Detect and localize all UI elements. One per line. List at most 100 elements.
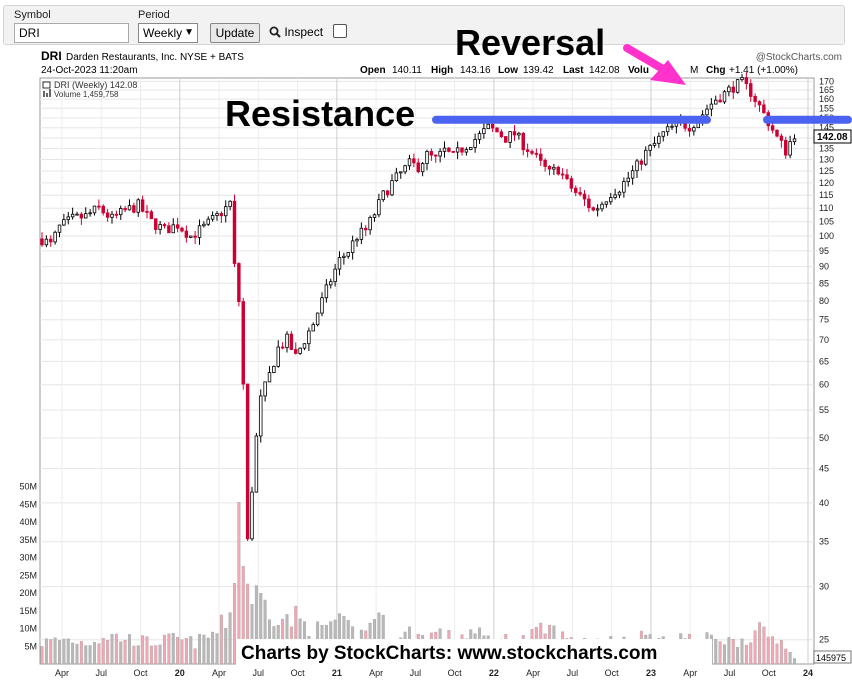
candle bbox=[648, 144, 652, 151]
reversal-annotation: Reversal bbox=[455, 22, 605, 63]
price-tick-label: 45 bbox=[819, 464, 829, 474]
candle bbox=[40, 238, 44, 246]
candle bbox=[272, 365, 276, 373]
candle bbox=[263, 381, 267, 397]
high-value: 143.16 bbox=[460, 65, 491, 76]
price-tick-label: 155 bbox=[819, 103, 834, 113]
date-tick-label: Oct bbox=[605, 668, 620, 678]
magnifier-icon bbox=[269, 26, 281, 38]
candle bbox=[473, 138, 477, 148]
volume-bar bbox=[123, 639, 127, 665]
date-tick-label: Apr bbox=[526, 668, 540, 678]
date-tick-label: Apr bbox=[55, 668, 69, 678]
date-tick-label: Apr bbox=[683, 668, 697, 678]
volume-bar bbox=[110, 633, 114, 665]
candle bbox=[276, 346, 280, 367]
volume-tick-label: 40M bbox=[19, 517, 37, 527]
volume-bar bbox=[49, 639, 53, 665]
candle bbox=[267, 372, 272, 383]
candle bbox=[145, 210, 149, 213]
candle bbox=[355, 238, 359, 242]
volume-bar bbox=[762, 626, 766, 665]
candle bbox=[237, 263, 241, 302]
candle bbox=[167, 225, 171, 234]
volume-bar bbox=[189, 636, 193, 665]
candle bbox=[609, 197, 613, 203]
chevron-down-icon: ▼ bbox=[184, 27, 194, 38]
candle bbox=[364, 227, 368, 231]
period-select[interactable]: Weekly ▼ bbox=[138, 23, 198, 43]
candle bbox=[552, 166, 556, 170]
low-value: 139.42 bbox=[523, 65, 554, 76]
volume-bar bbox=[215, 633, 219, 665]
volume-bar bbox=[198, 634, 201, 665]
chg-value: +1.41 (+1.00%) bbox=[729, 65, 798, 76]
volume-bar bbox=[171, 633, 175, 665]
inspect-checkbox[interactable] bbox=[333, 24, 347, 38]
update-button[interactable]: Update bbox=[210, 23, 260, 43]
date-tick-label: Oct bbox=[134, 668, 149, 678]
volume-bar bbox=[718, 641, 722, 665]
symbol-input[interactable]: DRI bbox=[14, 23, 129, 43]
price-tick-label: 40 bbox=[819, 498, 829, 508]
candle bbox=[569, 178, 574, 189]
candle bbox=[215, 213, 219, 216]
last-volume-tag-text: 145975 bbox=[816, 653, 846, 663]
candle bbox=[731, 86, 735, 93]
volume-bar bbox=[727, 637, 731, 665]
candle bbox=[259, 395, 263, 437]
symbol-label: Symbol bbox=[14, 9, 51, 21]
candle bbox=[735, 79, 740, 93]
candle bbox=[289, 333, 294, 350]
date-tick-label: 22 bbox=[489, 668, 499, 678]
last-volume-tag bbox=[813, 650, 852, 664]
volume-bar bbox=[71, 642, 75, 665]
candle bbox=[455, 147, 460, 153]
candle bbox=[477, 133, 482, 140]
volume-bar bbox=[180, 639, 184, 665]
reversal-arrow bbox=[623, 44, 686, 85]
volume-bar bbox=[233, 583, 236, 665]
high-label: High bbox=[431, 65, 453, 76]
volume-bar bbox=[93, 641, 96, 665]
inspect-toggle[interactable]: Inspect bbox=[269, 25, 323, 39]
volume-bar bbox=[141, 635, 145, 665]
price-tick-label: 95 bbox=[819, 246, 829, 256]
date-tick-label: Oct bbox=[291, 668, 306, 678]
volume-bar bbox=[149, 645, 153, 665]
volume-bar bbox=[744, 645, 748, 665]
volume-bar bbox=[97, 643, 101, 665]
period-value: Weekly bbox=[143, 26, 183, 40]
candle bbox=[333, 268, 337, 283]
volume-bar bbox=[53, 637, 57, 665]
price-tick-label: 30 bbox=[819, 582, 829, 592]
candle bbox=[792, 138, 797, 143]
volume-bar bbox=[88, 645, 92, 665]
price-tick-label: 50 bbox=[819, 433, 829, 443]
date-tick-label: Apr bbox=[212, 668, 226, 678]
candle bbox=[486, 123, 490, 130]
candle bbox=[714, 99, 718, 105]
candle bbox=[784, 139, 788, 156]
date-tick-label: Jul bbox=[96, 668, 108, 678]
volume-bar bbox=[749, 642, 753, 665]
candle bbox=[727, 86, 731, 93]
price-tick-label: 115 bbox=[819, 190, 833, 200]
open-label: Open bbox=[360, 65, 386, 76]
candle bbox=[434, 154, 438, 157]
candle bbox=[377, 199, 381, 216]
price-tick-label: 135 bbox=[819, 144, 834, 154]
volume-bar bbox=[228, 612, 232, 665]
candle bbox=[372, 214, 377, 218]
candle bbox=[228, 200, 232, 208]
candle bbox=[189, 235, 193, 238]
last-label: Last bbox=[563, 65, 584, 76]
volume-bar bbox=[101, 638, 105, 665]
candle bbox=[407, 158, 412, 167]
candle bbox=[92, 205, 97, 214]
candle bbox=[119, 208, 123, 216]
volume-legend-icon bbox=[43, 91, 45, 97]
candle bbox=[525, 149, 530, 152]
volume-bar bbox=[723, 644, 726, 665]
candle bbox=[232, 200, 237, 264]
